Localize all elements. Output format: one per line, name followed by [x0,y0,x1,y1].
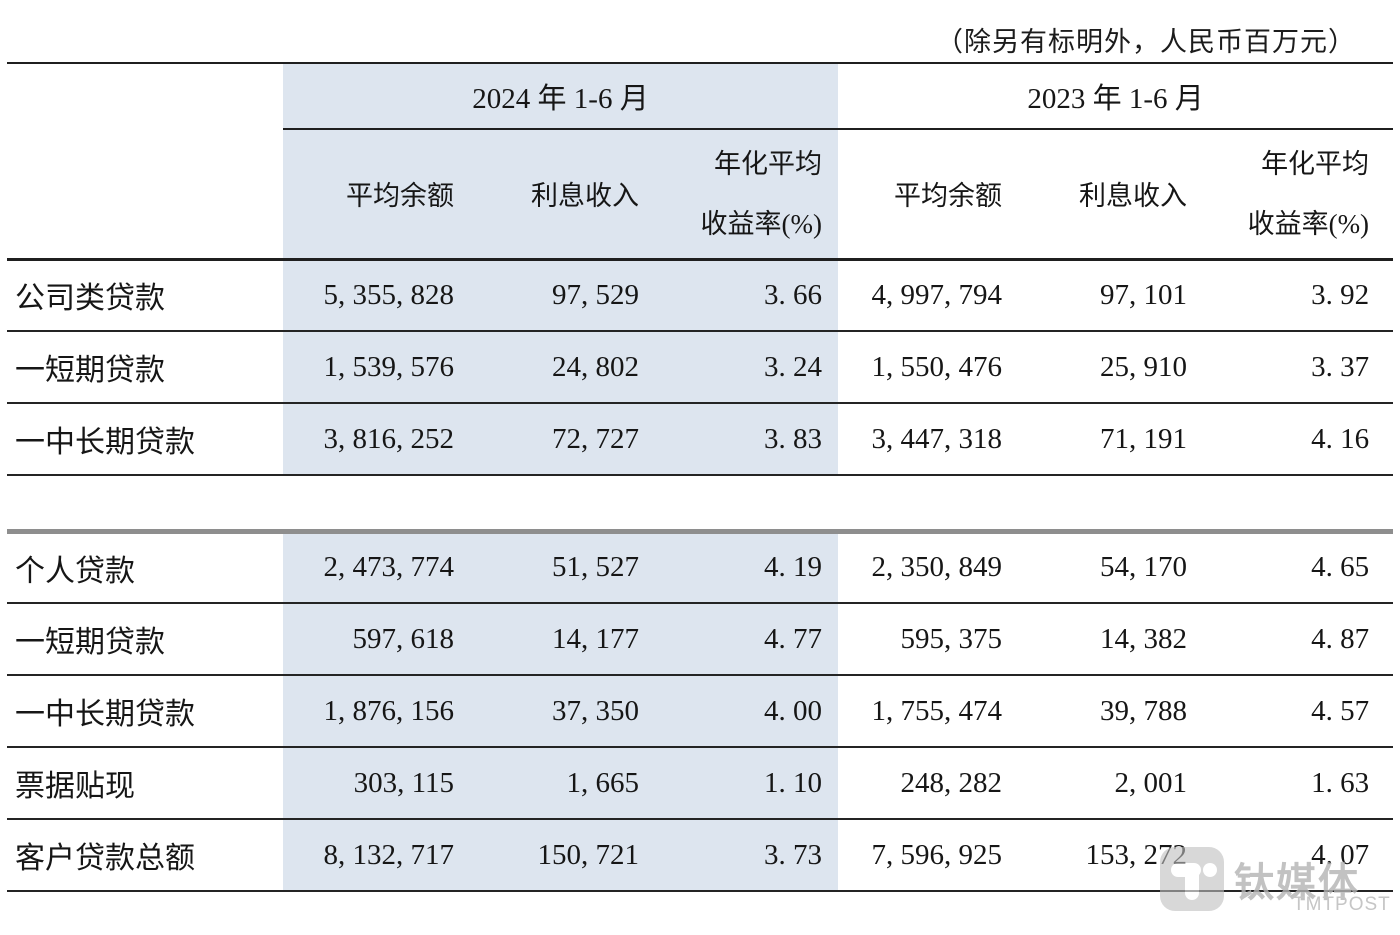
col-header-line: 收益率(%) [700,208,823,239]
cell-value: 150, 721 [470,819,655,892]
cell-value: 4, 997, 794 [838,259,1019,332]
cell-value: 97, 101 [1018,259,1204,332]
group-header-row: 2024 年 1-6 月 2023 年 1-6 月 [7,62,1394,130]
empty-corner-cell [7,62,283,129]
cell-value: 248, 282 [838,747,1019,820]
cell-value: 24, 802 [470,331,655,404]
cell-value: 71, 191 [1018,403,1204,476]
logo-shape [1203,863,1217,877]
section-gap [7,475,1394,534]
cell-value: 1, 539, 576 [283,331,470,404]
cell-value: 2, 350, 849 [838,531,1019,604]
tmtpost-logo-icon [1160,847,1224,911]
cell-value: 39, 788 [1018,675,1204,748]
table-row-personal-loans: 个人贷款 2, 473, 774 51, 527 4. 19 2, 350, 8… [7,531,1394,604]
col-header-avg-balance-2024: 平均余额 [283,129,470,261]
row-label: 票据贴现 [7,747,283,820]
empty-corner-cell [7,129,283,261]
cell-value: 3, 816, 252 [283,403,470,476]
cell-value: 1, 755, 474 [838,675,1019,748]
cell-value: 4. 07 [1203,819,1394,892]
loan-data-table: 2024 年 1-6 月 2023 年 1-6 月 平均余额 利息收入 年化平均… [7,62,1394,892]
table-row-medium-long-term-corporate: 一中长期贷款 3, 816, 252 72, 727 3. 83 3, 447,… [7,403,1394,476]
cell-value: 5, 355, 828 [283,259,470,332]
row-label: 一中长期贷款 [7,403,283,476]
col-header-interest-income-2024: 利息收入 [470,129,655,261]
cell-value: 4. 65 [1203,531,1394,604]
col-header-annualized-yield-2023: 年化平均 收益率(%) [1203,129,1394,261]
cell-value: 4. 57 [1203,675,1394,748]
watermark-brand-latin: TMTPOST [1293,894,1391,915]
tmtpost-watermark: 钛媒体 TMTPOST [1160,847,1400,919]
cell-value: 54, 170 [1018,531,1204,604]
section-divider [7,475,1394,534]
row-label: 一短期贷款 [7,331,283,404]
cell-value: 3. 73 [655,819,839,892]
cell-value: 4. 16 [1203,403,1394,476]
cell-value: 303, 115 [283,747,470,820]
cell-value: 51, 527 [470,531,655,604]
row-label: 公司类贷款 [7,259,283,332]
cell-value: 1, 665 [470,747,655,820]
cell-value: 4. 19 [655,531,839,604]
watermark-brand-name: 钛媒体 [1234,861,1360,905]
table-row-total-customer-loans: 客户贷款总额 8, 132, 717 150, 721 3. 73 7, 596… [7,819,1394,892]
column-header-row: 平均余额 利息收入 年化平均 收益率(%) 平均余额 利息收入 年化平均 收益率… [7,129,1394,261]
cell-value: 3. 83 [655,403,839,476]
cell-value: 4. 77 [655,603,839,676]
cell-value: 3, 447, 318 [838,403,1019,476]
cell-value: 2, 473, 774 [283,531,470,604]
cell-value: 1, 550, 476 [838,331,1019,404]
cell-value: 3. 37 [1203,331,1394,404]
row-label: 一中长期贷款 [7,675,283,748]
group-header-2024: 2024 年 1-6 月 [283,62,839,130]
table-row-medium-long-term-personal: 一中长期贷款 1, 876, 156 37, 350 4. 00 1, 755,… [7,675,1394,748]
col-header-line: 年化平均 [714,148,823,179]
cell-value: 8, 132, 717 [283,819,470,892]
cell-value: 3. 92 [1203,259,1394,332]
table-row-short-term-personal: 一短期贷款 597, 618 14, 177 4. 77 595, 375 14… [7,603,1394,676]
row-label: 个人贷款 [7,531,283,604]
cell-value: 3. 66 [655,259,839,332]
row-label: 一短期贷款 [7,603,283,676]
row-label: 客户贷款总额 [7,819,283,892]
cell-value: 37, 350 [470,675,655,748]
cell-value: 3. 24 [655,331,839,404]
cell-value: 4. 00 [655,675,839,748]
cell-value: 595, 375 [838,603,1019,676]
cell-value: 72, 727 [470,403,655,476]
cell-value: 14, 177 [470,603,655,676]
col-header-avg-balance-2023: 平均余额 [838,129,1019,261]
table-row-corporate-loans: 公司类贷款 5, 355, 828 97, 529 3. 66 4, 997, … [7,259,1394,332]
cell-value: 1, 876, 156 [283,675,470,748]
logo-shape [1185,863,1199,900]
col-header-line: 收益率(%) [1247,208,1370,239]
cell-value: 7, 596, 925 [838,819,1019,892]
cell-value: 1. 63 [1203,747,1394,820]
cell-value: 1. 10 [655,747,839,820]
cell-value: 597, 618 [283,603,470,676]
table-row-short-term-corporate: 一短期贷款 1, 539, 576 24, 802 3. 24 1, 550, … [7,331,1394,404]
unit-note: （除另有标明外，人民币百万元） [936,27,1356,57]
cell-value: 4. 87 [1203,603,1394,676]
table-row-discounted-bills: 票据贴现 303, 115 1, 665 1. 10 248, 282 2, 0… [7,747,1394,820]
cell-value: 25, 910 [1018,331,1204,404]
col-header-annualized-yield-2024: 年化平均 收益率(%) [655,129,839,261]
cell-value: 14, 382 [1018,603,1204,676]
cell-value: 2, 001 [1018,747,1204,820]
col-header-interest-income-2023: 利息收入 [1018,129,1204,261]
group-header-2023: 2023 年 1-6 月 [838,62,1394,130]
cell-value: 97, 529 [470,259,655,332]
col-header-line: 年化平均 [1261,148,1370,179]
